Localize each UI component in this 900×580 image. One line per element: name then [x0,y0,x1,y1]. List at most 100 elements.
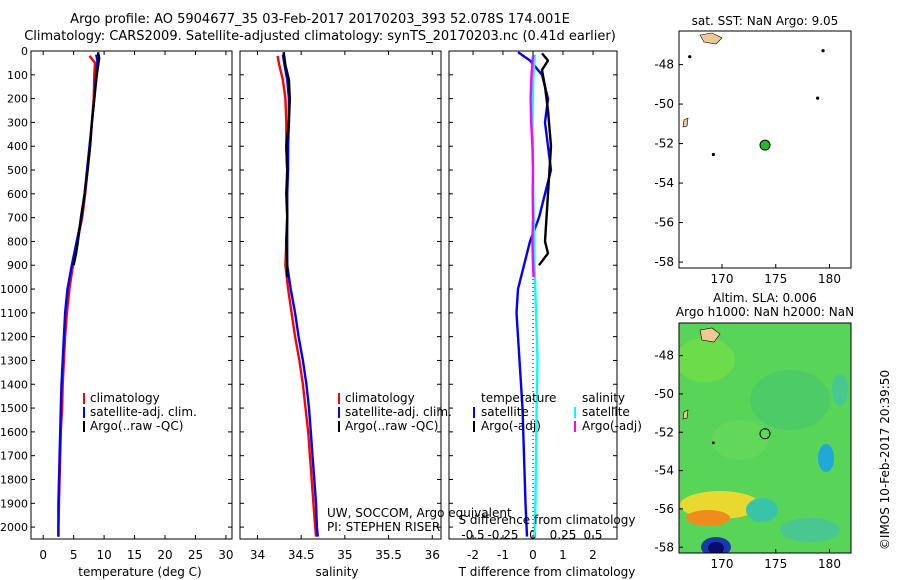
sst-map-ytick-label: -54 [654,176,674,190]
depth-tick-label: 1900 [0,497,28,510]
difference-legend: temperature satellite Argo(-adj) salinit… [473,391,642,433]
imos-credit: ©IMOS 10-Feb-2017 20:39:50 [878,370,892,550]
difference-series-temperature-argo-adj [538,52,553,266]
salinity-xtick-label: 35.5 [375,548,402,562]
depth-tick-label: 900 [7,259,28,272]
depth-tick-label: 700 [7,212,28,225]
salinity-diff-tick-label: 0.5 [583,528,602,542]
other-float-marker [816,96,820,100]
difference-xlabel: T difference from climatology [458,565,636,579]
temperature-xtick-label: 30 [218,548,233,562]
salinity-series-argo-raw-qc [282,52,291,278]
salinity-axes [239,50,442,540]
difference-series-salinity-satellite [531,54,539,537]
depth-tick-label: 1100 [0,307,28,320]
salinity-legend-argo: Argo(..raw -QC) [345,419,438,433]
temperature-series-argo-raw-qc [72,51,101,266]
depth-tick-label: 400 [7,140,28,153]
difference-xlabel-top: S difference from climatology [459,513,636,527]
depth-tick-label: 500 [7,164,28,177]
depth-tick-label: 800 [7,235,28,248]
temperature-xtick-label: 25 [188,548,203,562]
temperature-legend-argo: Argo(..raw -QC) [90,419,183,433]
temperature-legend-satellite: satellite-adj. clim. [90,405,197,419]
temperature-xtick-label: 15 [127,548,142,562]
salinity-legend-satellite: satellite-adj. clim. [345,405,452,419]
temperature-legend-climatology: climatology [90,391,160,405]
depth-tick-label: 0 [21,45,28,58]
sla-map-title-line2: Argo h1000: NaN h2000: NaN [676,305,854,319]
sla-map-ytick-label: -54 [654,464,674,478]
salinity-diff-tick-label: -0.5 [461,528,484,542]
sst-map-xtick-label: 175 [764,272,787,286]
depth-tick-label: 1500 [0,402,28,415]
depth-tick-label: 1200 [0,331,28,344]
pi-credit-line1: UW, SOCCOM, Argo equivalent [327,506,512,520]
diff-legend-temperature-satellite: satellite [481,405,529,419]
depth-tick-label: 200 [7,93,28,106]
sst-map-ytick-label: -48 [654,58,674,72]
depth-tick-label: 600 [7,188,28,201]
sla-map-xtick-label: 175 [764,557,787,571]
figure-title-line2: Climatology: CARS2009. Satellite-adjuste… [24,29,616,44]
salinity-legend-climatology: climatology [345,391,415,405]
figure-title-line1: Argo profile: AO 5904677_35 03-Feb-2017 … [70,12,570,27]
other-float-marker [821,49,825,53]
sst-map-ytick-label: -50 [654,97,674,111]
sla-map-ytick-label: -52 [654,425,674,439]
depth-tick-label: 1300 [0,354,28,367]
sla-map-title-line1: Altim. SLA: 0.006 [713,291,817,305]
sla-map-ytick-label: -48 [654,349,674,363]
diff-legend-temperature-title: temperature [481,391,556,405]
difference-xtick-label: -1 [497,548,509,562]
pi-credit-line2: PI: STEPHEN RISER [327,520,440,534]
temperature-xtick-label: 0 [39,548,47,562]
diff-legend-salinity-title: salinity [582,391,625,405]
depth-tick-label: 2000 [0,521,28,534]
temperature-xtick-label: 5 [70,548,78,562]
salinity-xlabel: salinity [315,565,358,579]
salinity-legend: climatology satellite-adj. clim. Argo(..… [327,391,512,534]
depth-tick-label: 1700 [0,450,28,463]
difference-xtick-label: 1 [559,548,567,562]
sst-map-ytick-label: -56 [654,216,674,230]
diff-legend-salinity-satellite: satellite [582,405,630,419]
other-float-marker [688,55,692,59]
depth-tick-label: 1000 [0,283,28,296]
diff-legend-salinity-argo: Argo(-adj) [582,419,642,433]
depth-tick-label: 1800 [0,473,28,486]
salinity-diff-tick-label: 0 [529,528,537,542]
depth-tick-label: 300 [7,116,28,129]
profile-location-marker [759,139,771,151]
salinity-xtick-label: 35 [337,548,352,562]
sla-map-ytick-label: -50 [654,387,674,401]
salinity-xtick-label: 34.5 [288,548,315,562]
salinity-xtick-label: 34 [250,548,265,562]
salinity-series-climatology [276,55,318,537]
other-float-marker [711,152,716,157]
coastline [682,32,723,420]
difference-xtick-label: 0 [529,548,537,562]
sla-heatmap [679,323,851,553]
sst-map-ytick-label: -52 [654,137,674,151]
sla-map-ytick-label: -58 [654,540,674,554]
sst-map-title: sat. SST: NaN Argo: 9.05 [692,14,839,28]
temperature-legend: climatology satellite-adj. clim. Argo(..… [83,391,197,433]
sst-map-ytick-label: -58 [654,255,674,269]
difference-xtick-label: 2 [589,548,597,562]
temperature-axes [30,50,233,540]
depth-tick-label: 1600 [0,426,28,439]
sla-map-ytick-label: -56 [654,502,674,516]
other-float-marker [712,441,715,445]
difference-xtick-label: -2 [467,548,479,562]
salinity-diff-tick-label: 0.25 [550,528,577,542]
salinity-diff-tick-label: -0.25 [487,528,518,542]
temperature-xlabel: temperature (deg C) [78,565,201,579]
sst-map-xtick-label: 170 [711,272,734,286]
sst-map-xtick-label: 180 [818,272,841,286]
depth-tick-label: 1400 [0,378,28,391]
difference-series-salinity-argo-adj [529,55,535,278]
sla-map-xtick-label: 180 [818,557,841,571]
salinity-xtick-label: 36 [425,548,440,562]
